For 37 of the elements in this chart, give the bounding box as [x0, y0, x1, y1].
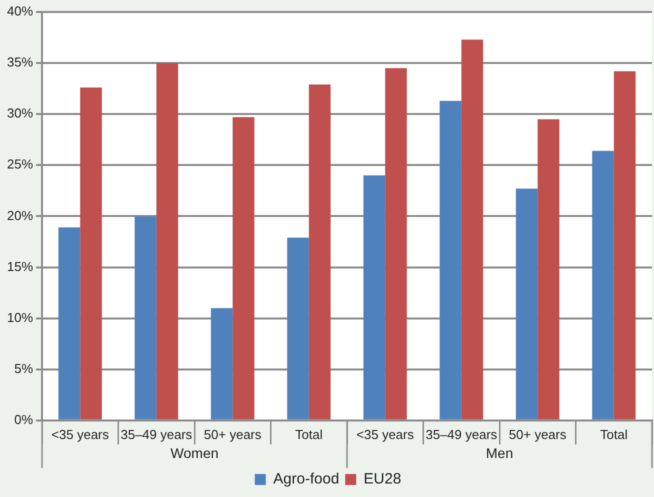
- bar: [363, 175, 386, 420]
- x-tick-label: 50+ years: [508, 426, 567, 442]
- bar: [308, 84, 331, 420]
- y-tick-label: 20%: [6, 208, 34, 223]
- x-tick-label: 35–49 years: [120, 426, 193, 442]
- y-tick-label: 30%: [6, 106, 34, 121]
- legend-label: EU28: [364, 470, 402, 488]
- bar: [287, 238, 309, 420]
- bar: [440, 100, 462, 420]
- x-tick-label: Total: [600, 426, 628, 442]
- bar: [461, 40, 484, 420]
- bar: [592, 150, 614, 420]
- bar: [232, 117, 254, 420]
- x-tick-label: Total: [295, 426, 323, 442]
- y-tick-label: 40%: [6, 4, 34, 19]
- x-tick-label: <35 years: [356, 426, 414, 442]
- bar: [58, 227, 80, 420]
- legend-label: Agro-food: [273, 470, 340, 488]
- x-tick-label: 35–49 years: [426, 426, 498, 442]
- bar: [156, 63, 178, 420]
- bar: [134, 216, 156, 420]
- y-tick-label: 5%: [14, 360, 34, 376]
- bar: [538, 119, 560, 420]
- bar: [210, 308, 233, 420]
- y-tick-label: 35%: [6, 54, 34, 70]
- bar: [80, 88, 102, 420]
- text: Men: [486, 444, 514, 461]
- y-tick-label: 0%: [14, 412, 34, 427]
- y-tick-label: 15%: [6, 258, 34, 274]
- text: Women: [170, 444, 219, 461]
- y-tick-label: 25%: [6, 156, 34, 172]
- x-tick-label: <35 years: [51, 426, 110, 442]
- bar: [614, 71, 636, 420]
- bar: [385, 68, 407, 420]
- bar: [516, 188, 538, 420]
- x-tick-label: 50+ years: [204, 426, 262, 442]
- y-tick-label: 10%: [6, 310, 34, 325]
